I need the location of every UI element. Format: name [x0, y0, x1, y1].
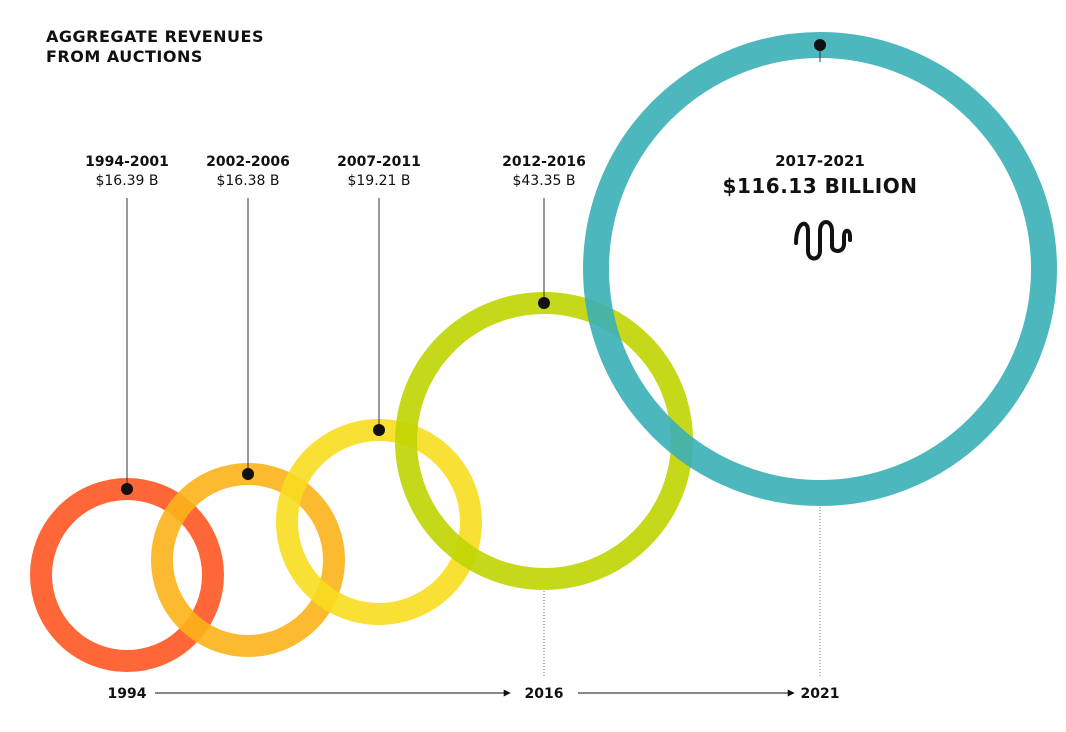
period-value-2012-2016: $43.35 B: [512, 173, 575, 189]
timeline: 1994 2016 2021: [108, 507, 840, 702]
marker-dot-2002-2006: [242, 468, 254, 480]
marker-dot-2007-2011: [373, 424, 385, 436]
revenue-ring-2002-2006: [151, 463, 345, 657]
ring-markers: [121, 39, 826, 495]
period-label-1994-2001: 1994-2001: [85, 154, 169, 170]
chart-title-line-2: FROM AUCTIONS: [46, 47, 203, 66]
timeline-year-1994: 1994: [108, 686, 147, 702]
marker-dot-1994-2001: [121, 483, 133, 495]
marker-dot-2017-2021: [814, 39, 826, 51]
period-label-2017-2021: 2017-2021: [775, 152, 865, 170]
sound-wave-icon: [794, 220, 852, 261]
revenue-ring-2017-2021: [583, 32, 1057, 506]
period-value-2007-2011: $19.21 B: [347, 173, 410, 189]
period-value-2002-2006: $16.38 B: [216, 173, 279, 189]
timeline-year-2016: 2016: [525, 686, 564, 702]
period-label-2007-2011: 2007-2011: [337, 154, 421, 170]
timeline-year-2021: 2021: [801, 686, 840, 702]
chart-title-line-1: AGGREGATE REVENUES: [46, 27, 264, 46]
period-value-1994-2001: $16.39 B: [95, 173, 158, 189]
revenue-rings: [30, 32, 1057, 672]
period-label-2012-2016: 2012-2016: [502, 154, 586, 170]
period-labels: 1994-2001 $16.39 B 2002-2006 $16.38 B 2007-2…: [85, 152, 917, 198]
period-label-2002-2006: 2002-2006: [206, 154, 290, 170]
revenue-ring-2012-2016: [395, 292, 693, 590]
period-value-2017-2021: $116.13 BILLION: [723, 174, 918, 198]
marker-dot-2012-2016: [538, 297, 550, 309]
